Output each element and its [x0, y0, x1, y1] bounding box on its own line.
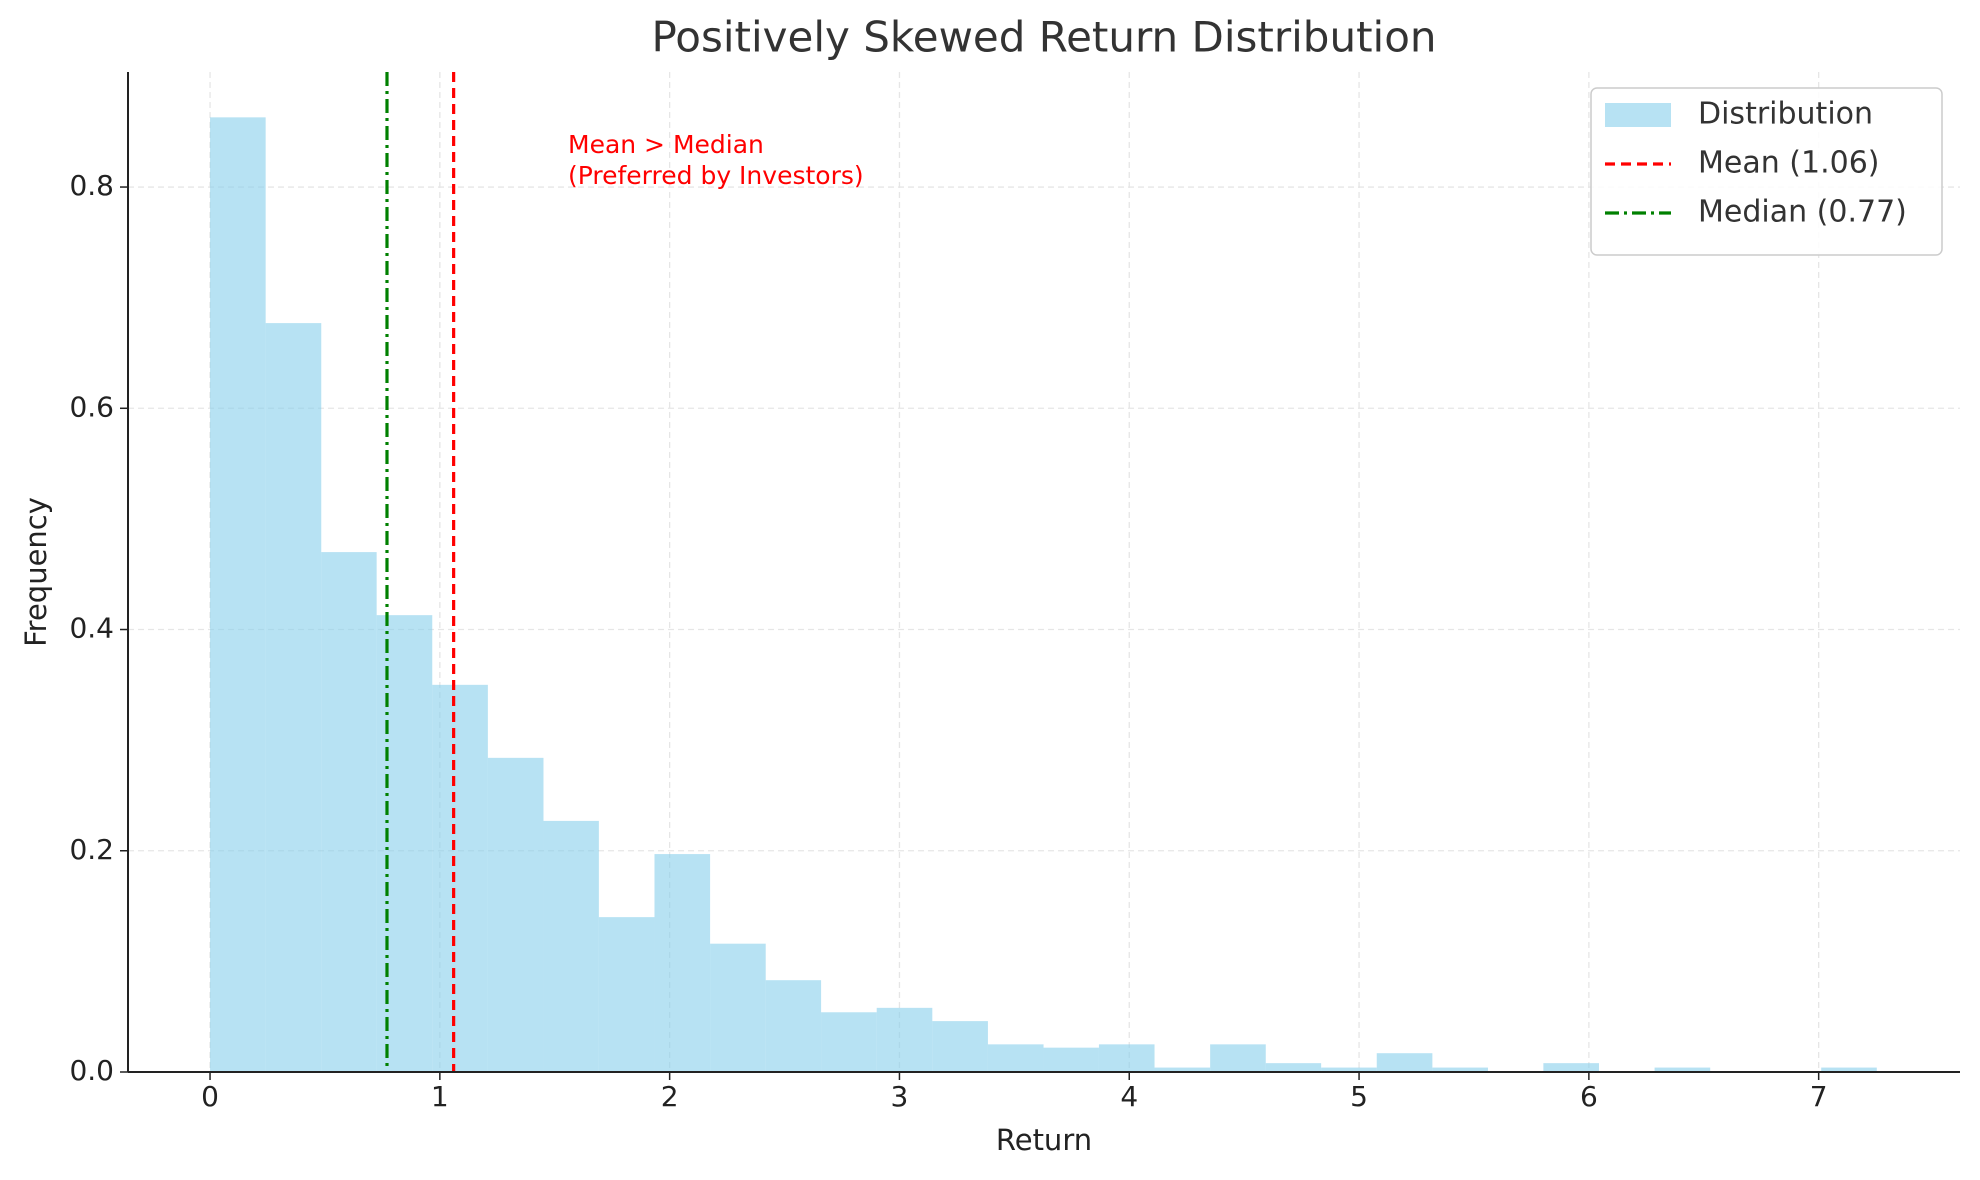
bar: [1321, 1067, 1377, 1072]
legend-swatch: [1605, 103, 1671, 127]
bar: [1043, 1047, 1099, 1072]
bar: [1265, 1063, 1322, 1072]
legend: Distribution Mean (1.06) Median (0.77): [1590, 87, 1943, 256]
x-tick-label: 4: [1120, 1080, 1138, 1113]
bar: [1098, 1044, 1155, 1072]
y-tick-label: 0.8: [69, 169, 114, 202]
bar: [710, 943, 766, 1072]
bar: [598, 917, 655, 1072]
bar: [1543, 1063, 1599, 1072]
x-tick-label: 6: [1580, 1080, 1598, 1113]
x-tick-label: 7: [1810, 1080, 1828, 1113]
legend-label: Median (0.77): [1698, 195, 1907, 230]
bar: [821, 1012, 877, 1072]
x-tick-label: 2: [661, 1080, 679, 1113]
legend-label: Distribution: [1698, 97, 1873, 132]
bar: [1432, 1067, 1488, 1072]
bar: [1654, 1067, 1711, 1072]
bar: [654, 854, 711, 1072]
annotation: Mean > Median: [568, 130, 764, 159]
bar: [932, 1021, 988, 1072]
chart-title: Positively Skewed Return Distribution: [651, 13, 1436, 62]
y-tick-label: 0.6: [69, 390, 114, 423]
bar: [1376, 1053, 1433, 1072]
x-tick-label: 1: [431, 1080, 449, 1113]
y-tick-label: 0.2: [69, 833, 114, 866]
bar: [210, 117, 266, 1072]
x-axis-label: Return: [996, 1123, 1092, 1157]
bar: [376, 615, 433, 1072]
y-axis-label: Frequency: [19, 497, 53, 647]
bar: [321, 552, 377, 1072]
legend-label: Mean (1.06): [1698, 146, 1879, 181]
x-tick-label: 0: [201, 1080, 219, 1113]
bar: [1821, 1067, 1877, 1072]
bar: [432, 684, 488, 1072]
bar: [987, 1044, 1044, 1072]
bar: [265, 323, 322, 1072]
bar: [1154, 1067, 1211, 1072]
bar: [543, 820, 599, 1072]
x-tick-label: 5: [1350, 1080, 1368, 1113]
legend-frame: [1590, 87, 1943, 256]
annotation: (Preferred by Investors): [568, 161, 864, 190]
x-tick-label: 3: [891, 1080, 909, 1113]
bar: [876, 1007, 933, 1072]
y-tick-label: 0.0: [69, 1054, 114, 1087]
bar: [765, 980, 822, 1072]
bar: [1210, 1044, 1266, 1072]
y-tick-label: 0.4: [69, 612, 114, 645]
bar: [487, 757, 544, 1072]
